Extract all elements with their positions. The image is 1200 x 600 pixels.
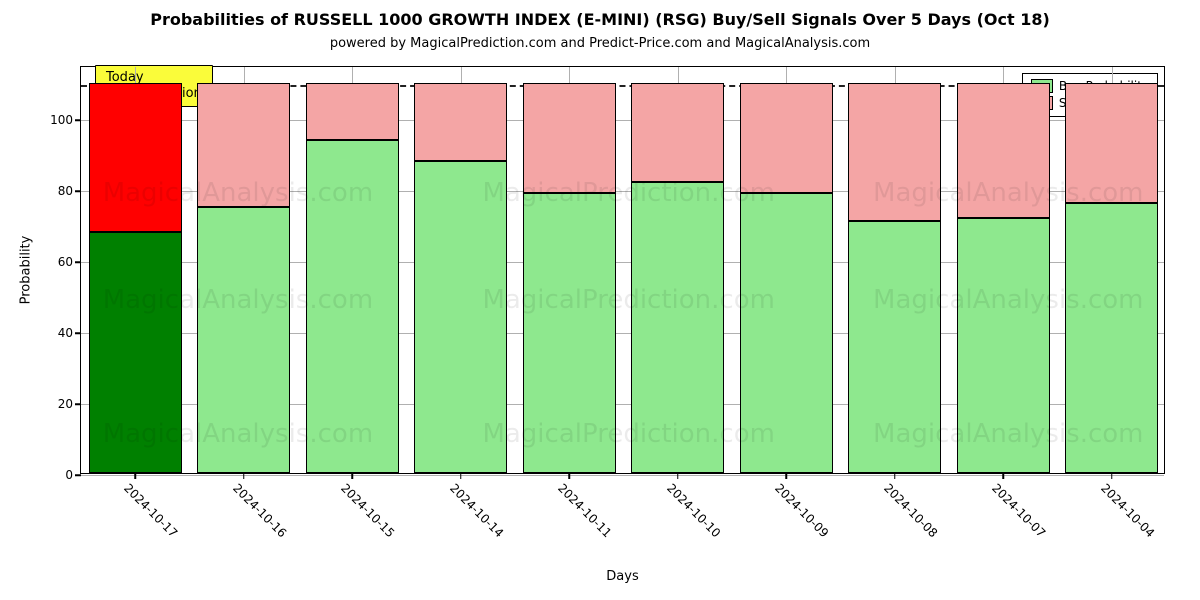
bar-segment-sell (848, 83, 941, 221)
ytick-label: 40 (58, 326, 73, 340)
xtick-label: 2024-10-04 (1098, 481, 1157, 540)
xtick-label: 2024-10-16 (230, 481, 289, 540)
ytick-mark (75, 190, 81, 192)
xtick-mark (460, 473, 462, 479)
ytick-mark (75, 119, 81, 121)
ytick-label: 60 (58, 255, 73, 269)
bar-group (197, 83, 290, 473)
chart-subtitle: powered by MagicalPrediction.com and Pre… (0, 36, 1200, 51)
xtick-label: 2024-10-11 (555, 481, 614, 540)
xtick-label: 2024-10-09 (772, 481, 831, 540)
plot-area: Today Last Prediction Buy ProbabilitySel… (80, 66, 1165, 474)
bar-segment-buy (306, 140, 399, 473)
bar-segment-sell (414, 83, 507, 161)
xtick-label: 2024-10-14 (447, 481, 506, 540)
bar-segment-sell (306, 83, 399, 140)
xtick-label: 2024-10-07 (989, 481, 1048, 540)
xtick-label: 2024-10-10 (664, 481, 723, 540)
xtick-mark (894, 473, 896, 479)
xtick-mark (352, 473, 354, 479)
x-axis-label: Days (606, 569, 638, 584)
ytick-mark (75, 332, 81, 334)
bar-segment-buy (414, 161, 507, 473)
bar-group (740, 83, 833, 473)
bar-segment-buy (957, 218, 1050, 473)
bar-group (89, 83, 182, 473)
chart-container: Probabilities of RUSSELL 1000 GROWTH IND… (0, 0, 1200, 600)
bar-group (523, 83, 616, 473)
bar-segment-sell (631, 83, 724, 182)
ytick-label: 100 (50, 113, 73, 127)
xtick-mark (569, 473, 571, 479)
chart-title: Probabilities of RUSSELL 1000 GROWTH IND… (0, 10, 1200, 29)
xtick-mark (1003, 473, 1005, 479)
xtick-label: 2024-10-08 (881, 481, 940, 540)
ytick-mark (75, 474, 81, 476)
bar-segment-buy (740, 193, 833, 473)
bar-group (414, 83, 507, 473)
ytick-label: 80 (58, 184, 73, 198)
bar-segment-sell (523, 83, 616, 193)
ytick-label: 0 (65, 468, 73, 482)
bar-group (957, 83, 1050, 473)
xtick-label: 2024-10-15 (338, 481, 397, 540)
xtick-label: 2024-10-17 (121, 481, 180, 540)
ytick-mark (75, 261, 81, 263)
xtick-mark (786, 473, 788, 479)
bar-segment-buy (89, 232, 182, 473)
bar-segment-buy (848, 221, 941, 473)
bar-group (631, 83, 724, 473)
bar-segment-sell (1065, 83, 1158, 204)
xtick-mark (243, 473, 245, 479)
bar-group (848, 83, 941, 473)
bar-segment-buy (197, 207, 290, 473)
bar-segment-sell (89, 83, 182, 232)
xtick-mark (1111, 473, 1113, 479)
ytick-mark (75, 403, 81, 405)
bar-segment-buy (631, 182, 724, 473)
bar-segment-buy (1065, 203, 1158, 473)
bar-segment-sell (957, 83, 1050, 218)
bar-segment-buy (523, 193, 616, 473)
bar-segment-sell (197, 83, 290, 207)
bar-segment-sell (740, 83, 833, 193)
xtick-mark (677, 473, 679, 479)
bar-group (306, 83, 399, 473)
bar-group (1065, 83, 1158, 473)
y-axis-label: Probability (19, 236, 34, 305)
ytick-label: 20 (58, 397, 73, 411)
xtick-mark (135, 473, 137, 479)
